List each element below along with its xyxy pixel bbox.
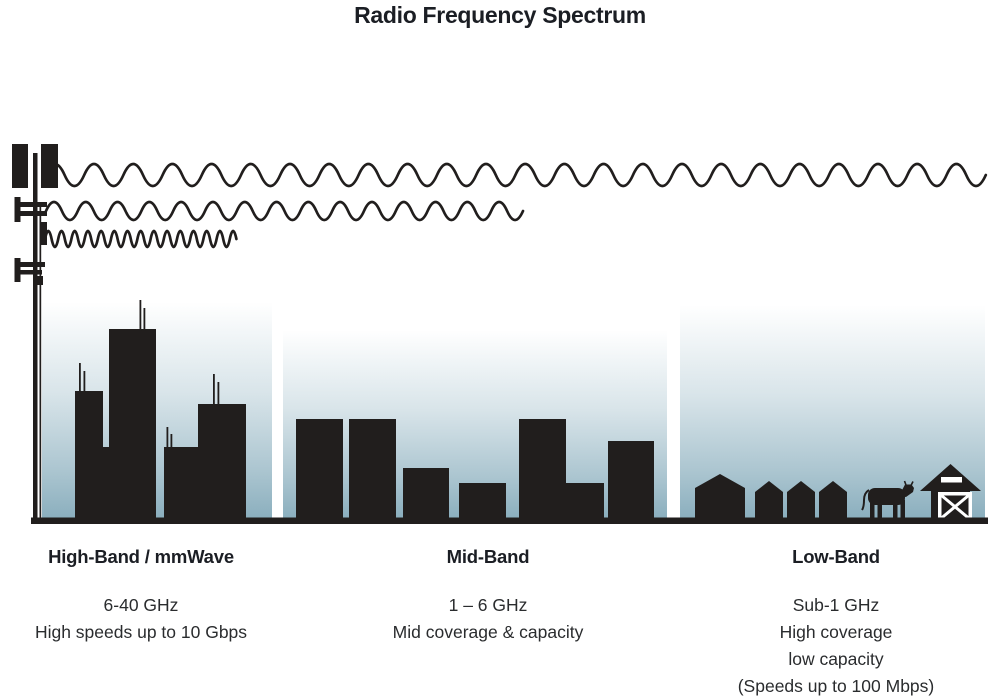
barn-icon <box>920 464 981 520</box>
low-building <box>103 447 109 518</box>
midrise-building <box>349 419 396 518</box>
cow-leg <box>870 500 875 518</box>
band-label-low-band: Low-Band Sub-1 GHz High coverage low cap… <box>695 546 977 700</box>
cow-leg <box>900 500 905 518</box>
cow-icon <box>861 480 914 518</box>
cow-horns <box>903 480 914 486</box>
midrise-building <box>519 419 566 518</box>
barn-door-crossbuck <box>940 494 970 520</box>
low-band-wave-long-wavelength <box>43 162 988 188</box>
high-band-wave-short-wavelength <box>43 229 238 249</box>
skyscraper <box>75 391 103 518</box>
cow-head <box>899 484 914 497</box>
barn-loft-vent <box>941 477 962 483</box>
spectrum-scene <box>12 144 988 524</box>
rural-scene-low-band <box>695 464 981 520</box>
skyscraper-spire <box>83 371 86 393</box>
tower-cross-arm <box>16 202 47 207</box>
band-frequency: Sub-1 GHz <box>792 595 880 615</box>
ground-line <box>31 517 988 524</box>
band-heading: High-Band / mmWave <box>48 546 234 567</box>
skyscraper-spire <box>79 363 81 393</box>
band-heading: Mid-Band <box>446 546 530 567</box>
tower-antenna-panel-right <box>41 144 58 188</box>
tower-cross-arm <box>16 211 47 216</box>
skyscraper-spire <box>217 382 220 406</box>
band-description: High coverage <box>779 622 893 642</box>
band-description: Mid coverage & capacity <box>392 622 584 642</box>
house-icon <box>695 474 745 518</box>
midrise-building <box>296 419 343 518</box>
tower-cross-arm <box>16 262 45 267</box>
band-frequency: 6-40 GHz <box>103 595 179 615</box>
cow-tail <box>861 489 870 511</box>
tower-small-panel <box>14 258 21 282</box>
tower-cable <box>39 205 42 518</box>
midrise-skyline-mid-band <box>296 419 654 518</box>
tower-small-antenna <box>41 222 47 245</box>
band-label-high-band: High-Band / mmWave 6-40 GHz High speeds … <box>0 546 282 646</box>
midrise-building <box>403 468 449 518</box>
band-description: (Speeds up to 100 Mbps) <box>737 676 935 696</box>
band-label-mid-band: Mid-Band 1 – 6 GHz Mid coverage & capaci… <box>347 546 629 646</box>
house-icon <box>755 481 783 518</box>
band-frequency: 1 – 6 GHz <box>448 595 528 615</box>
band-description: High speeds up to 10 Gbps <box>34 622 248 642</box>
skyscraper-spire <box>166 427 169 449</box>
tower-cross-arm <box>20 270 42 275</box>
skyscraper <box>198 404 246 518</box>
city-skyline-high-band <box>75 300 246 518</box>
skyscraper-spire <box>170 434 173 449</box>
skyscraper <box>164 447 198 518</box>
cow-leg <box>877 500 882 518</box>
house-icon <box>819 481 847 518</box>
band-description: low capacity <box>788 649 884 669</box>
skyscraper-spire <box>143 308 146 331</box>
band-heading: Low-Band <box>792 546 880 567</box>
house-icon <box>787 481 815 518</box>
tower-antenna-panel-left <box>12 144 28 188</box>
tower-small-panel <box>14 197 21 222</box>
cell-tower-icon <box>12 144 58 518</box>
skyscraper-spire <box>139 300 142 331</box>
mid-band-wave-medium-wavelength <box>44 200 525 222</box>
skyscraper-tallest <box>109 329 156 518</box>
tower-stub <box>37 276 43 285</box>
page-title: Radio Frequency Spectrum <box>354 2 646 28</box>
cow-leg <box>893 500 898 518</box>
midrise-building <box>608 441 654 518</box>
skyscraper-spire <box>213 374 215 406</box>
midrise-building <box>566 483 604 518</box>
tower-mast <box>33 153 38 518</box>
midrise-building <box>459 483 506 518</box>
